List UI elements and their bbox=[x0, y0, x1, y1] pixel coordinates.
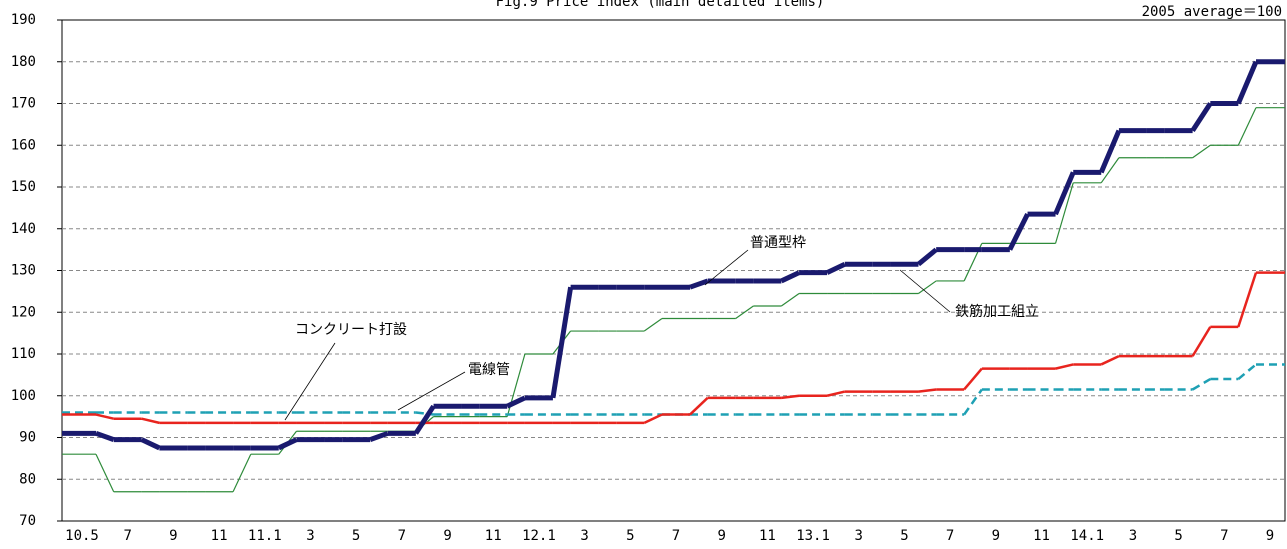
x-tick-label: 9 bbox=[443, 528, 451, 544]
step-connector bbox=[916, 247, 938, 267]
step-connector bbox=[1053, 171, 1076, 216]
y-tick-label: 170 bbox=[11, 96, 36, 112]
step-connector bbox=[963, 388, 983, 416]
step-connector bbox=[1055, 363, 1074, 370]
step-connector bbox=[643, 413, 663, 425]
x-tick-label: 11 bbox=[211, 528, 228, 544]
step-connector bbox=[826, 390, 846, 397]
x-tick-label: 3 bbox=[855, 528, 863, 544]
series-label: 鉄筋加工組立 bbox=[955, 303, 1039, 320]
y-tick-label: 140 bbox=[11, 221, 36, 237]
x-tick-label: 7 bbox=[123, 528, 131, 544]
step-connector bbox=[141, 417, 160, 425]
x-tick-label: 12.1 bbox=[522, 528, 556, 544]
y-tick-label: 90 bbox=[19, 430, 36, 446]
x-tick-label: 11 bbox=[759, 528, 776, 544]
step-connector bbox=[413, 404, 436, 435]
step-connector bbox=[1007, 213, 1030, 251]
x-tick-label: 10.5 bbox=[65, 528, 99, 544]
step-connector bbox=[918, 280, 937, 294]
step-connector bbox=[918, 388, 937, 393]
step-connector bbox=[140, 437, 161, 451]
series-label: コンクリート打設 bbox=[295, 321, 407, 338]
x-tick-label: 9 bbox=[717, 528, 725, 544]
x-tick-label: 7 bbox=[1220, 528, 1228, 544]
x-tick-label: 3 bbox=[306, 528, 314, 544]
step-connector bbox=[1054, 182, 1074, 244]
series-label: 電線管 bbox=[468, 362, 510, 378]
y-tick-label: 150 bbox=[11, 179, 36, 195]
x-tick-label: 3 bbox=[580, 528, 588, 544]
y-tick-label: 100 bbox=[11, 388, 36, 404]
x-tick-label: 14.1 bbox=[1070, 528, 1104, 544]
x-tick-label: 5 bbox=[1174, 528, 1182, 544]
x-tick-label: 5 bbox=[352, 528, 360, 544]
y-tick-label: 70 bbox=[19, 513, 36, 529]
y-tick-label: 110 bbox=[11, 346, 36, 362]
step-connector bbox=[1191, 377, 1211, 391]
step-connector bbox=[506, 395, 526, 409]
leader-line bbox=[704, 249, 749, 286]
series-label: 普通型枠 bbox=[750, 235, 806, 251]
y-tick-label: 80 bbox=[19, 471, 36, 487]
step-connector bbox=[781, 394, 800, 400]
x-tick-label: 7 bbox=[398, 528, 406, 544]
step-connector bbox=[95, 430, 115, 442]
step-connector bbox=[1236, 60, 1259, 105]
step-connector bbox=[232, 453, 252, 493]
x-tick-label: 13.1 bbox=[796, 528, 830, 544]
x-tick-label: 7 bbox=[946, 528, 954, 544]
y-tick-label: 160 bbox=[11, 137, 36, 153]
x-tick-label: 11.1 bbox=[248, 528, 282, 544]
step-connector bbox=[781, 292, 800, 307]
step-connector bbox=[550, 286, 574, 399]
y-tick-label: 190 bbox=[11, 12, 36, 28]
step-connector bbox=[95, 413, 114, 420]
step-connector bbox=[277, 437, 298, 451]
x-tick-label: 11 bbox=[485, 528, 502, 544]
step-connector bbox=[369, 430, 389, 442]
step-connector bbox=[1237, 107, 1257, 146]
x-tick-label: 3 bbox=[1129, 528, 1137, 544]
y-tick-label: 180 bbox=[11, 54, 36, 70]
x-tick-label: 9 bbox=[992, 528, 1000, 544]
leader-line bbox=[899, 269, 951, 313]
step-connector bbox=[1191, 326, 1212, 357]
leader-line bbox=[284, 342, 336, 421]
x-tick-label: 11 bbox=[1033, 528, 1050, 544]
step-connector bbox=[1098, 129, 1122, 174]
step-connector bbox=[95, 453, 115, 493]
step-connector bbox=[1190, 102, 1213, 133]
step-connector bbox=[963, 367, 983, 391]
chart-subtitle: 2005 average＝100 bbox=[1142, 4, 1282, 20]
x-tick-label: 5 bbox=[626, 528, 634, 544]
chart-title: Fig.9 Price index (main detailed items) bbox=[496, 0, 825, 10]
x-tick-label: 7 bbox=[672, 528, 680, 544]
step-connector bbox=[1100, 157, 1120, 184]
step-connector bbox=[1237, 363, 1257, 381]
leader-line bbox=[397, 371, 466, 411]
step-connector bbox=[1100, 354, 1120, 366]
step-connector bbox=[780, 270, 801, 284]
y-tick-label: 120 bbox=[11, 304, 36, 320]
step-connector bbox=[1237, 272, 1258, 328]
step-connector bbox=[689, 396, 709, 416]
x-tick-label: 5 bbox=[900, 528, 908, 544]
y-tick-label: 130 bbox=[11, 263, 36, 279]
step-connector bbox=[643, 318, 663, 332]
step-connector bbox=[1192, 144, 1211, 159]
step-connector bbox=[735, 305, 754, 320]
step-connector bbox=[826, 261, 846, 275]
x-tick-label: 9 bbox=[169, 528, 177, 544]
x-tick-label: 9 bbox=[1266, 528, 1274, 544]
step-connector bbox=[689, 278, 709, 290]
